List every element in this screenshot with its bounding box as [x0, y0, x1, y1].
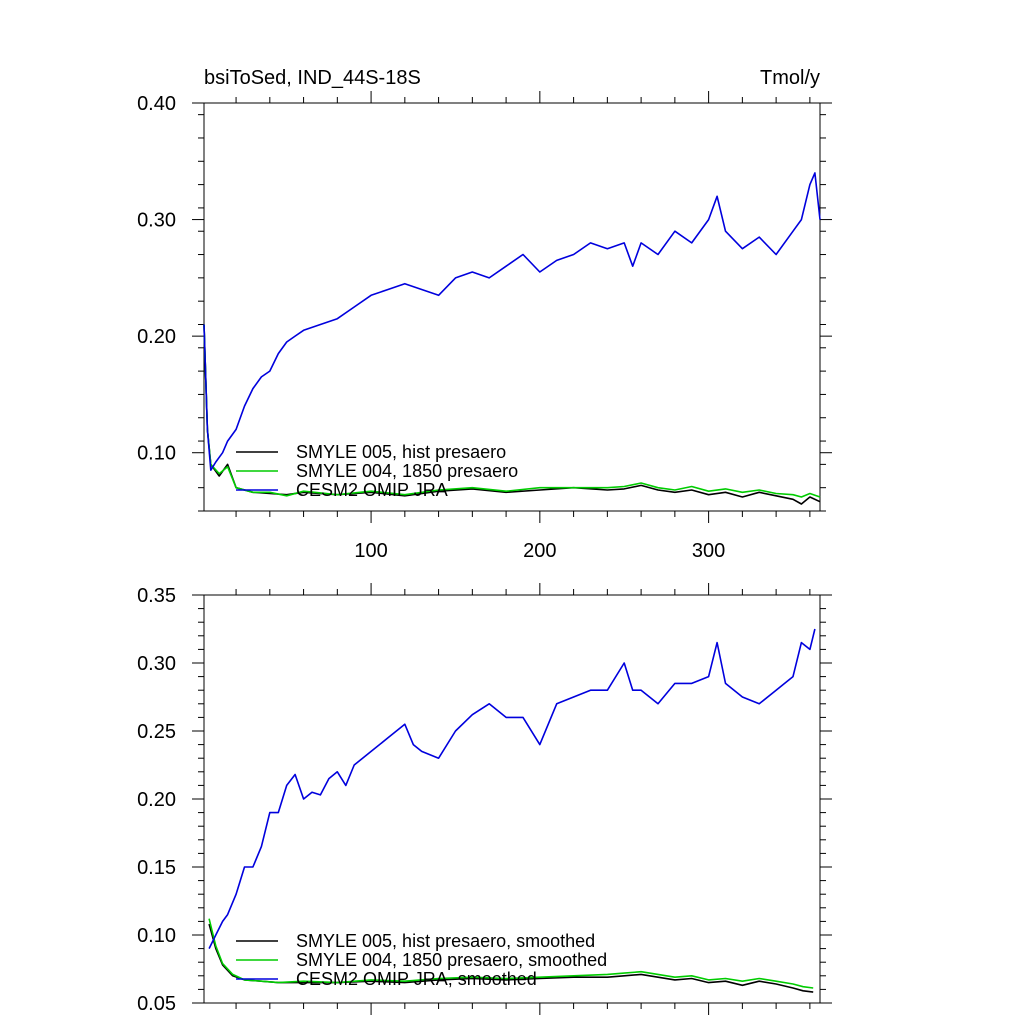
bottom-ytick-label: 0.15	[137, 857, 176, 879]
top-ytick-label: 0.10	[137, 443, 176, 465]
bottom-ytick-label: 0.35	[137, 585, 176, 607]
bottom-ytick-label: 0.05	[137, 993, 176, 1015]
top-ytick-label: 0.40	[137, 93, 176, 115]
top-xtick-label: 100	[354, 540, 387, 562]
top-ticks: 100 200 300 0.10 0.20 0.30 0.40	[137, 91, 832, 562]
top-plot-frame	[203, 102, 821, 512]
top-panel: bsiToSed, IND_44S-18S Tmol/y 100 200 300 0.…	[137, 67, 832, 562]
bottom-legend-label-1: SMYLE 005, hist presaero, smoothed	[296, 931, 595, 951]
top-ytick-label: 0.20	[137, 326, 176, 348]
bottom-ytick-label: 0.30	[137, 653, 176, 675]
top-legend-label-3: CESM2 OMIP JRA	[296, 480, 448, 500]
bottom-series-group	[208, 628, 816, 993]
top-xtick-label: 300	[692, 540, 725, 562]
top-chart-title: bsiToSed, IND_44S-18S	[204, 67, 421, 89]
bottom-legend-label-2: SMYLE 004, 1850 presaero, smoothed	[296, 950, 607, 970]
bottom-legend-label-3: CESM2 OMIP JRA, smoothed	[296, 969, 537, 989]
top-series-line-3	[203, 172, 821, 472]
bottom-ytick-label: 0.10	[137, 925, 176, 947]
top-ytick-label: 0.30	[137, 210, 176, 232]
top-chart-units: Tmol/y	[760, 67, 820, 89]
bottom-ytick-label: 0.20	[137, 789, 176, 811]
top-legend-label-1: SMYLE 005, hist presaero	[296, 442, 506, 462]
top-legend-label-2: SMYLE 004, 1850 presaero	[296, 461, 518, 481]
bottom-ticks: 0.05 0.10 0.15 0.20 0.25 0.30 0.35	[137, 583, 832, 1015]
bottom-panel: 0.05 0.10 0.15 0.20 0.25 0.30 0.35 SMYLE 005, …	[137, 583, 832, 1015]
bottom-legend: SMYLE 005, hist presaero, smoothedSMYLE …	[236, 931, 607, 989]
bottom-series-line-3	[208, 628, 816, 949]
bottom-series-line-2	[208, 918, 814, 989]
bottom-ytick-label: 0.25	[137, 721, 176, 743]
top-xtick-label: 200	[523, 540, 556, 562]
